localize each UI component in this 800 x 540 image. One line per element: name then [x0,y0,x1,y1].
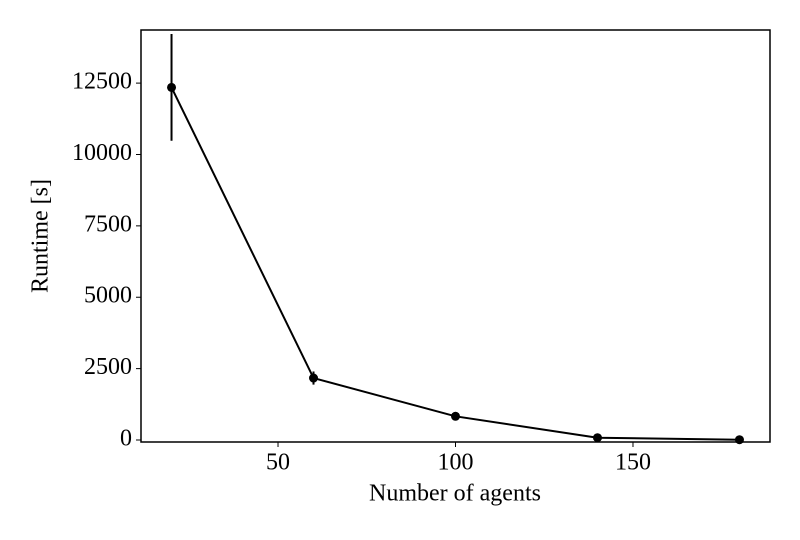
point [451,411,460,421]
point [309,373,319,383]
plot-frame [140,29,771,443]
point [167,82,177,92]
point [592,433,602,443]
x-tick-label: 100 [438,450,474,476]
x-tick-label: 150 [615,450,651,476]
y-tick-label: 10000 [72,140,132,166]
line [170,86,740,441]
x-tick-label: 50 [266,450,290,476]
y-tick-label: 2500 [84,354,132,380]
y-tick-label: 0 [120,426,132,452]
point [734,435,744,445]
y-tick-label: 12500 [72,69,132,95]
y-axis-label: Runtime [s] [28,179,54,293]
x-axis-label: Number of agents [369,481,541,507]
y-tick-label: 7500 [84,211,132,237]
y-tick-label: 5000 [84,283,132,309]
